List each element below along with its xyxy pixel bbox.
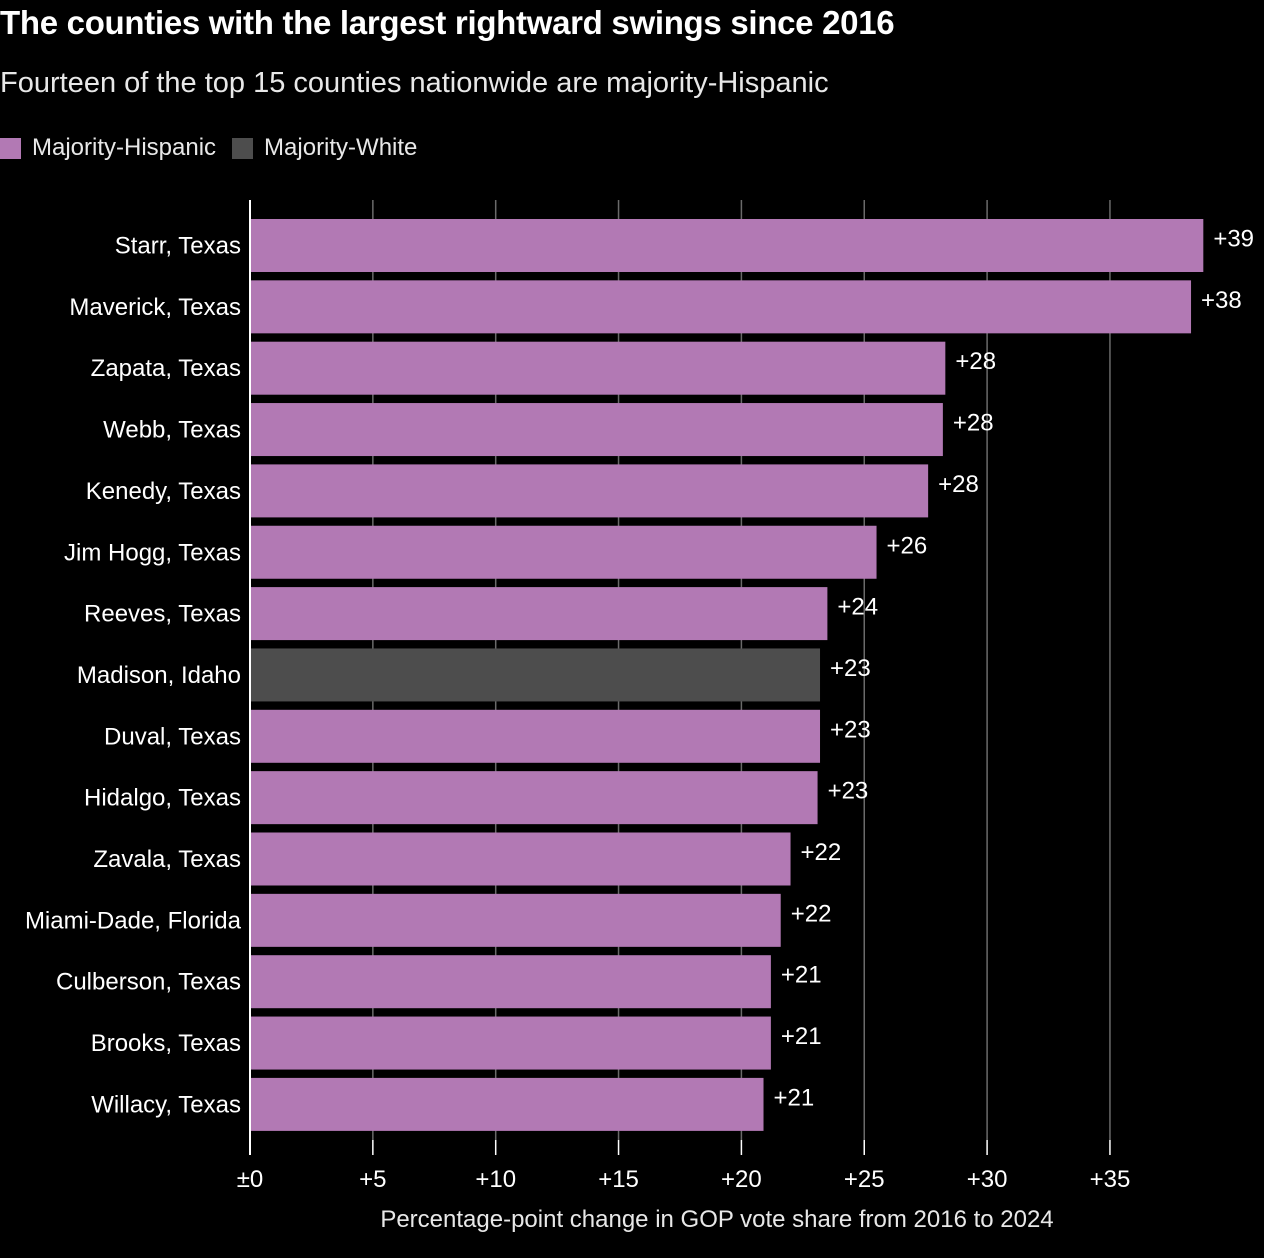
value-label: +21 xyxy=(774,1084,815,1111)
value-label: +23 xyxy=(830,716,871,743)
bar xyxy=(250,525,877,579)
bar xyxy=(250,1077,764,1131)
tick-label: +20 xyxy=(721,1166,762,1193)
category-label: Reeves, Texas xyxy=(84,601,241,628)
category-label: Hidalgo, Texas xyxy=(84,785,241,812)
bar xyxy=(250,648,821,702)
bar xyxy=(250,893,781,947)
value-label: +22 xyxy=(791,900,832,927)
x-axis-title: Percentage-point change in GOP vote shar… xyxy=(380,1206,1053,1233)
legend: Majority-Hispanic Majority-White xyxy=(0,134,433,162)
category-label: Willacy, Texas xyxy=(91,1091,241,1118)
legend-swatch-majority-white xyxy=(232,137,254,159)
tick-label: +30 xyxy=(967,1166,1008,1193)
category-label: Duval, Texas xyxy=(104,723,241,750)
value-label: +28 xyxy=(953,410,994,437)
value-label: +21 xyxy=(781,962,822,989)
value-label: +28 xyxy=(955,348,996,375)
category-label: Kenedy, Texas xyxy=(86,478,241,505)
category-label: Jim Hogg, Texas xyxy=(64,539,241,566)
category-label: Webb, Texas xyxy=(103,417,241,444)
tick-label: +15 xyxy=(598,1166,639,1193)
value-label: +21 xyxy=(781,1023,822,1050)
value-label: +38 xyxy=(1201,287,1242,314)
category-label: Zavala, Texas xyxy=(93,846,241,873)
value-label: +26 xyxy=(887,532,928,559)
tick-label: ±0 xyxy=(237,1166,264,1193)
category-label: Maverick, Texas xyxy=(69,294,241,321)
value-label: +23 xyxy=(828,778,869,805)
value-label: +22 xyxy=(801,839,842,866)
tick-label: +5 xyxy=(359,1166,386,1193)
chart-subtitle: Fourteen of the top 15 counties nationwi… xyxy=(0,67,829,99)
bar xyxy=(250,587,828,641)
bar xyxy=(250,1016,771,1070)
tick-label: +35 xyxy=(1090,1166,1131,1193)
tick-label: +10 xyxy=(475,1166,516,1193)
legend-label-majority-hispanic: Majority-Hispanic xyxy=(32,134,217,161)
value-label: +23 xyxy=(830,655,871,682)
bar xyxy=(250,341,946,395)
bar xyxy=(250,709,821,763)
bar xyxy=(250,403,943,457)
value-label: +24 xyxy=(837,594,878,621)
legend-swatch-majority-hispanic xyxy=(0,137,21,159)
category-label: Zapata, Texas xyxy=(91,355,241,382)
bar xyxy=(250,771,818,825)
bar xyxy=(250,955,771,1009)
bar xyxy=(250,832,791,886)
category-label: Miami-Dade, Florida xyxy=(25,907,242,934)
category-label: Brooks, Texas xyxy=(91,1030,241,1057)
chart-title: The counties with the largest rightward … xyxy=(0,4,895,41)
bar xyxy=(250,464,929,518)
value-label: +39 xyxy=(1213,226,1254,253)
bar xyxy=(250,280,1192,334)
bar xyxy=(250,219,1204,272)
value-label: +28 xyxy=(938,471,979,498)
legend-label-majority-white: Majority-White xyxy=(264,134,418,161)
legend-item-majority-white: Majority-White xyxy=(232,134,417,162)
category-label: Madison, Idaho xyxy=(77,662,241,689)
category-label: Starr, Texas xyxy=(115,233,241,260)
legend-item-majority-hispanic: Majority-Hispanic xyxy=(0,134,216,162)
tick-label: +25 xyxy=(844,1166,885,1193)
category-label: Culberson, Texas xyxy=(56,969,241,996)
